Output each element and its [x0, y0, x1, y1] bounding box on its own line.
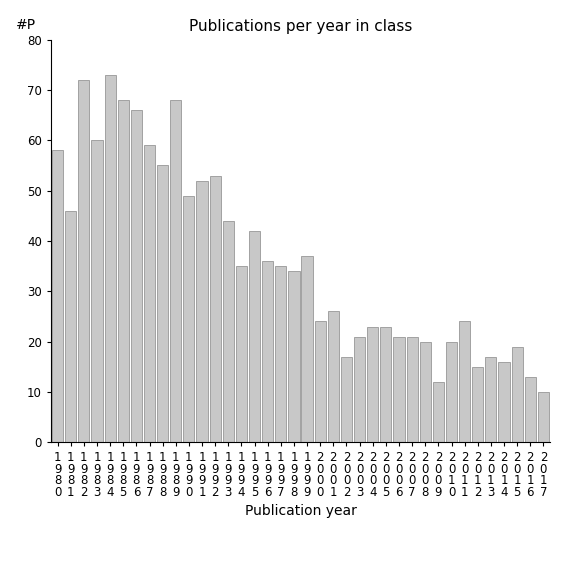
- Bar: [367, 327, 378, 442]
- Text: #P: #P: [16, 18, 36, 32]
- Bar: [91, 141, 103, 442]
- X-axis label: Publication year: Publication year: [244, 504, 357, 518]
- Bar: [380, 327, 391, 442]
- Bar: [393, 337, 405, 442]
- Bar: [354, 337, 365, 442]
- Bar: [78, 80, 90, 442]
- Bar: [485, 357, 497, 442]
- Bar: [210, 176, 221, 442]
- Bar: [223, 221, 234, 442]
- Bar: [538, 392, 549, 442]
- Bar: [420, 341, 431, 442]
- Title: Publications per year in class: Publications per year in class: [189, 19, 412, 35]
- Bar: [170, 100, 181, 442]
- Bar: [433, 382, 444, 442]
- Bar: [341, 357, 352, 442]
- Bar: [275, 266, 286, 442]
- Bar: [144, 145, 155, 442]
- Bar: [157, 166, 168, 442]
- Bar: [407, 337, 418, 442]
- Bar: [302, 256, 312, 442]
- Bar: [328, 311, 339, 442]
- Bar: [236, 266, 247, 442]
- Bar: [511, 346, 523, 442]
- Bar: [118, 100, 129, 442]
- Bar: [498, 362, 510, 442]
- Bar: [196, 180, 208, 442]
- Bar: [524, 377, 536, 442]
- Bar: [249, 231, 260, 442]
- Bar: [52, 150, 63, 442]
- Bar: [459, 321, 470, 442]
- Bar: [289, 271, 299, 442]
- Bar: [183, 196, 194, 442]
- Bar: [262, 261, 273, 442]
- Bar: [472, 367, 483, 442]
- Bar: [65, 211, 77, 442]
- Bar: [315, 321, 326, 442]
- Bar: [446, 341, 457, 442]
- Bar: [131, 110, 142, 442]
- Bar: [104, 75, 116, 442]
